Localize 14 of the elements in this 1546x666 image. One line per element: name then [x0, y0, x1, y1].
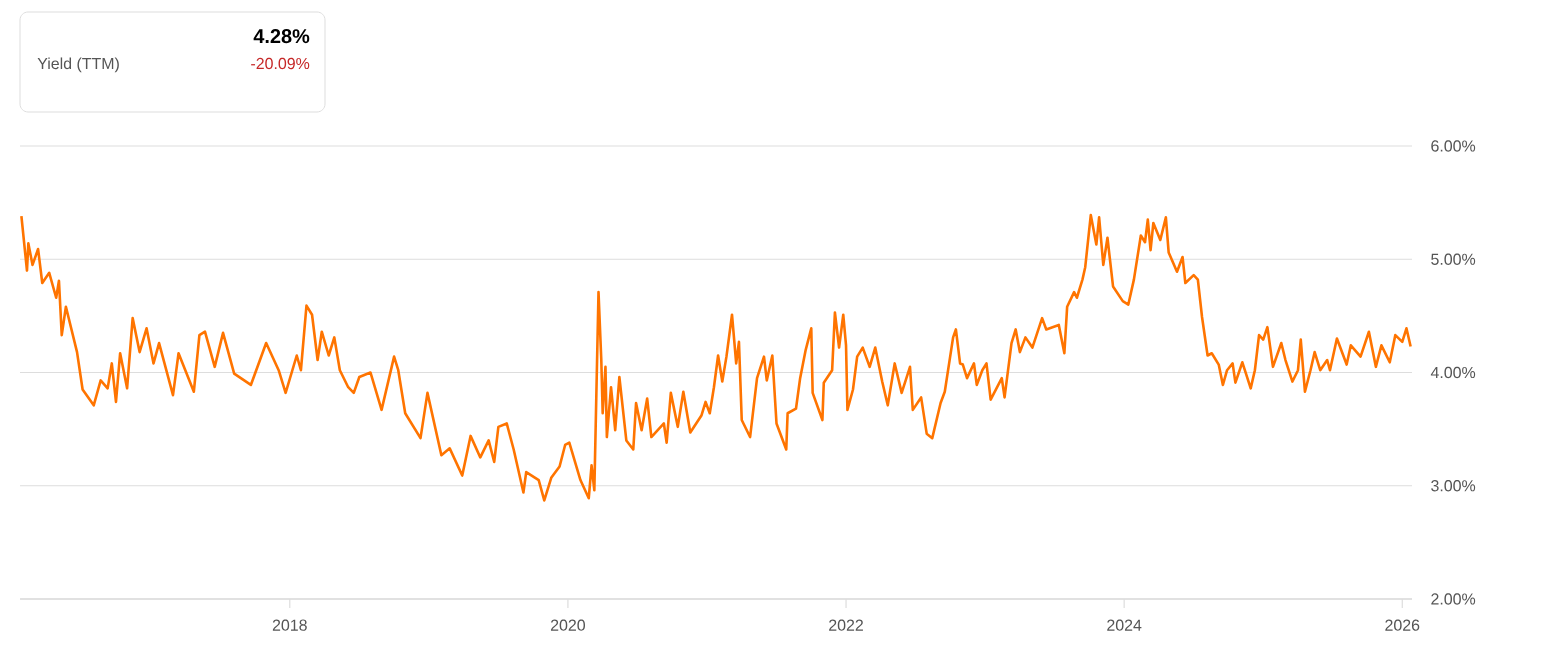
x-tick-label: 2024: [1107, 619, 1142, 631]
x-tick-label: 2026: [1385, 619, 1420, 631]
x-tick-label: 2018: [272, 619, 307, 631]
text: 4.28%: [253, 29, 310, 44]
y-tick-label: 4.00%: [1430, 366, 1476, 379]
x-tick-label: 2020: [550, 619, 586, 631]
y-tick-label: 3.00%: [1431, 480, 1476, 492]
text: Yield (TTM): [37, 57, 119, 73]
y-tick-label: 6.00%: [1431, 140, 1476, 152]
text: -20.09%: [251, 57, 310, 70]
x-tick-label: 2022: [829, 619, 863, 631]
y-tick-label: 5.00%: [1431, 253, 1476, 265]
line-series: [20, 213, 1412, 502]
y-tick-label: 2.00%: [1431, 593, 1476, 605]
